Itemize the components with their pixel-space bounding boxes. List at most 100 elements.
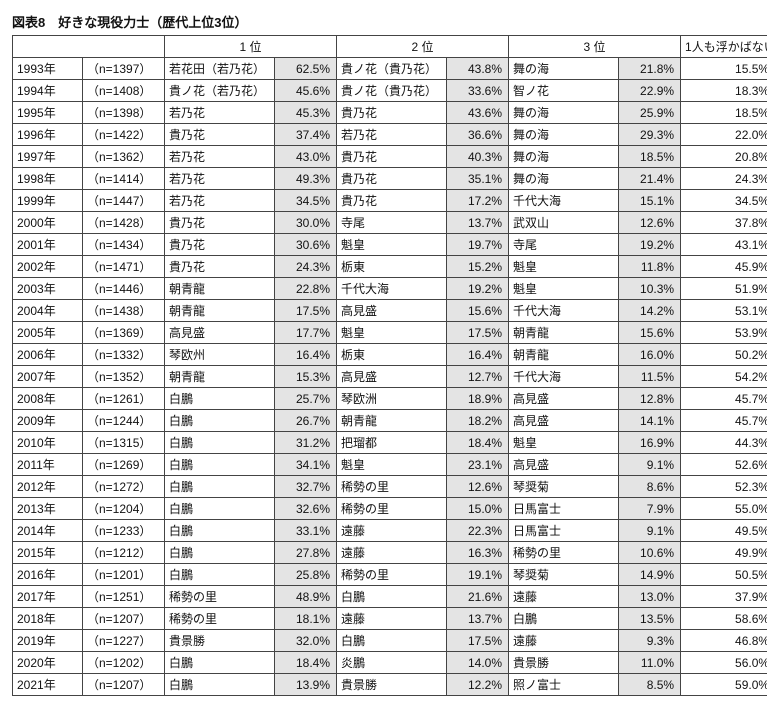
header-row: 1 位 2 位 3 位 1人も浮かばない xyxy=(13,36,767,58)
cell-year: 2016年 xyxy=(13,564,83,586)
cell-rank1-name: 若乃花 xyxy=(165,146,275,168)
cell-rank2-name: 貴乃花 xyxy=(337,102,447,124)
cell-rank2-pct: 12.2% xyxy=(447,674,509,696)
cell-rank2-name: 魁皇 xyxy=(337,234,447,256)
cell-rank3-pct: 9.3% xyxy=(619,630,681,652)
cell-rank1-name: 白鵬 xyxy=(165,652,275,674)
cell-rank2-pct: 14.0% xyxy=(447,652,509,674)
cell-year: 1995年 xyxy=(13,102,83,124)
cell-year: 2005年 xyxy=(13,322,83,344)
table-row: 2002年（n=1471）貴乃花24.3%栃東15.2%魁皇11.8%45.9% xyxy=(13,256,767,278)
cell-year: 2021年 xyxy=(13,674,83,696)
table-row: 2001年（n=1434）貴乃花30.6%魁皇19.7%寺尾19.2%43.1% xyxy=(13,234,767,256)
table-row: 1999年（n=1447）若乃花34.5%貴乃花17.2%千代大海15.1%34… xyxy=(13,190,767,212)
table-row: 1996年（n=1422）貴乃花37.4%若乃花36.6%舞の海29.3%22.… xyxy=(13,124,767,146)
cell-rank1-name: 貴景勝 xyxy=(165,630,275,652)
cell-rank1-pct: 25.7% xyxy=(275,388,337,410)
table-row: 2019年（n=1227）貴景勝32.0%白鵬17.5%遠藤9.3%46.8% xyxy=(13,630,767,652)
cell-rank2-name: 貴乃花 xyxy=(337,190,447,212)
cell-none-pct: 45.9% xyxy=(681,256,767,278)
table-row: 2014年（n=1233）白鵬33.1%遠藤22.3%日馬富士9.1%49.5% xyxy=(13,520,767,542)
cell-n: （n=1251） xyxy=(83,586,165,608)
cell-rank2-name: 千代大海 xyxy=(337,278,447,300)
cell-none-pct: 54.2% xyxy=(681,366,767,388)
cell-rank3-name: 遠藤 xyxy=(509,630,619,652)
cell-rank1-pct: 34.1% xyxy=(275,454,337,476)
cell-rank1-pct: 15.3% xyxy=(275,366,337,388)
cell-year: 2011年 xyxy=(13,454,83,476)
cell-rank3-pct: 14.2% xyxy=(619,300,681,322)
cell-rank3-name: 千代大海 xyxy=(509,366,619,388)
cell-rank1-name: 高見盛 xyxy=(165,322,275,344)
cell-none-pct: 53.9% xyxy=(681,322,767,344)
cell-rank2-pct: 13.7% xyxy=(447,608,509,630)
cell-rank1-pct: 49.3% xyxy=(275,168,337,190)
cell-none-pct: 45.7% xyxy=(681,388,767,410)
cell-rank3-name: 貴景勝 xyxy=(509,652,619,674)
cell-none-pct: 15.5% xyxy=(681,58,767,80)
cell-rank1-pct: 45.6% xyxy=(275,80,337,102)
cell-rank3-pct: 14.9% xyxy=(619,564,681,586)
cell-rank3-pct: 11.5% xyxy=(619,366,681,388)
cell-n: （n=1315） xyxy=(83,432,165,454)
cell-n: （n=1261） xyxy=(83,388,165,410)
cell-year: 1998年 xyxy=(13,168,83,190)
cell-rank2-name: 白鵬 xyxy=(337,630,447,652)
cell-none-pct: 53.1% xyxy=(681,300,767,322)
cell-rank2-name: 稀勢の里 xyxy=(337,476,447,498)
cell-rank2-pct: 16.3% xyxy=(447,542,509,564)
cell-n: （n=1428） xyxy=(83,212,165,234)
cell-rank1-pct: 17.5% xyxy=(275,300,337,322)
cell-rank2-pct: 43.8% xyxy=(447,58,509,80)
cell-year: 2013年 xyxy=(13,498,83,520)
cell-none-pct: 24.3% xyxy=(681,168,767,190)
cell-rank1-name: 白鵬 xyxy=(165,498,275,520)
cell-rank3-name: 舞の海 xyxy=(509,124,619,146)
cell-n: （n=1244） xyxy=(83,410,165,432)
cell-rank1-pct: 30.6% xyxy=(275,234,337,256)
cell-year: 2019年 xyxy=(13,630,83,652)
table-row: 2018年（n=1207）稀勢の里18.1%遠藤13.7%白鵬13.5%58.6… xyxy=(13,608,767,630)
cell-none-pct: 34.5% xyxy=(681,190,767,212)
cell-none-pct: 50.5% xyxy=(681,564,767,586)
cell-year: 2000年 xyxy=(13,212,83,234)
cell-rank1-name: 若花田（若乃花） xyxy=(165,58,275,80)
cell-none-pct: 51.9% xyxy=(681,278,767,300)
cell-year: 2012年 xyxy=(13,476,83,498)
cell-none-pct: 52.6% xyxy=(681,454,767,476)
cell-rank2-pct: 19.2% xyxy=(447,278,509,300)
cell-rank2-name: 遠藤 xyxy=(337,542,447,564)
cell-none-pct: 20.8% xyxy=(681,146,767,168)
cell-year: 2002年 xyxy=(13,256,83,278)
cell-rank3-name: 千代大海 xyxy=(509,190,619,212)
table-title: 図表8 好きな現役力士（歴代上位3位） xyxy=(12,12,755,31)
cell-rank1-pct: 48.9% xyxy=(275,586,337,608)
cell-rank3-name: 千代大海 xyxy=(509,300,619,322)
cell-rank2-name: 遠藤 xyxy=(337,520,447,542)
cell-rank1-name: 白鵬 xyxy=(165,432,275,454)
cell-rank2-pct: 19.1% xyxy=(447,564,509,586)
cell-rank1-pct: 17.7% xyxy=(275,322,337,344)
cell-rank1-name: 琴欧州 xyxy=(165,344,275,366)
cell-rank3-name: 寺尾 xyxy=(509,234,619,256)
cell-rank3-name: 琴奨菊 xyxy=(509,476,619,498)
cell-rank3-name: 魁皇 xyxy=(509,256,619,278)
cell-rank2-name: 高見盛 xyxy=(337,366,447,388)
cell-rank2-name: 栃東 xyxy=(337,256,447,278)
cell-rank2-name: 寺尾 xyxy=(337,212,447,234)
table-row: 2010年（n=1315）白鵬31.2%把瑠都18.4%魁皇16.9%44.3% xyxy=(13,432,767,454)
cell-year: 1997年 xyxy=(13,146,83,168)
cell-rank3-name: 舞の海 xyxy=(509,168,619,190)
cell-rank3-name: 舞の海 xyxy=(509,102,619,124)
cell-rank1-name: 白鵬 xyxy=(165,674,275,696)
cell-rank3-name: 武双山 xyxy=(509,212,619,234)
cell-n: （n=1408） xyxy=(83,80,165,102)
cell-rank3-pct: 19.2% xyxy=(619,234,681,256)
table-row: 2008年（n=1261）白鵬25.7%琴欧洲18.9%高見盛12.8%45.7… xyxy=(13,388,767,410)
cell-rank1-pct: 31.2% xyxy=(275,432,337,454)
cell-rank3-pct: 15.1% xyxy=(619,190,681,212)
cell-rank3-pct: 8.6% xyxy=(619,476,681,498)
cell-rank1-name: 貴乃花 xyxy=(165,124,275,146)
cell-rank2-pct: 15.0% xyxy=(447,498,509,520)
cell-rank3-name: 照ノ富士 xyxy=(509,674,619,696)
